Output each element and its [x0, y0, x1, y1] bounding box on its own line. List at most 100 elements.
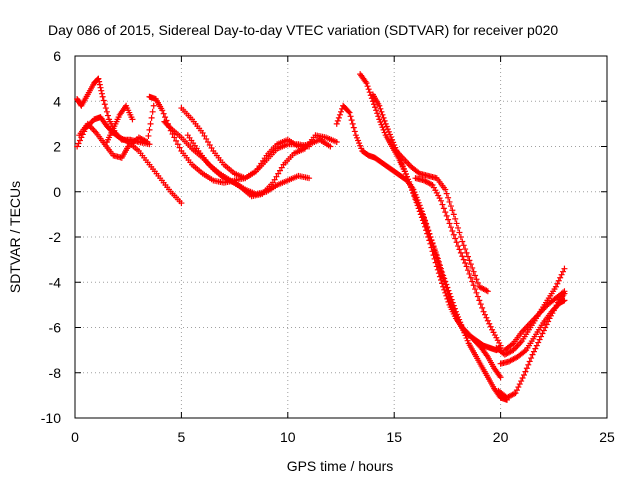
data-point-interp: [530, 348, 537, 355]
data-point-interp: [474, 280, 481, 287]
data-point-interp: [103, 108, 110, 115]
data-point-interp: [467, 274, 474, 281]
data-point: [376, 116, 383, 123]
data-point-interp: [425, 227, 432, 234]
data-point-interp: [402, 171, 409, 178]
data-point-interp: [419, 213, 426, 220]
series-13: [412, 175, 504, 349]
data-point-interp: [146, 126, 153, 133]
data-point: [446, 290, 453, 297]
data-point: [433, 252, 440, 259]
data-point-interp: [379, 111, 386, 118]
data-point-interp: [416, 205, 423, 212]
series-2: [74, 75, 153, 148]
data-point-interp: [278, 164, 285, 171]
y-tick-label: -10: [41, 410, 61, 426]
data-point: [438, 197, 445, 204]
data-point-interp: [460, 242, 467, 249]
data-point-interp: [453, 311, 460, 318]
data-point-interp: [443, 281, 450, 288]
data-point: [327, 143, 334, 150]
data-point-interp: [375, 113, 382, 120]
data-point-interp: [474, 293, 481, 300]
data-point: [561, 265, 568, 272]
y-tick-label: -2: [49, 229, 62, 245]
data-point-interp: [536, 336, 543, 343]
data-point-interp: [373, 107, 380, 114]
data-point-interp: [413, 197, 420, 204]
data-point-interp: [462, 332, 469, 339]
data-point-interp: [438, 276, 445, 283]
data-point-interp: [426, 230, 433, 237]
data-point-interp: [380, 126, 387, 133]
data-point-interp: [388, 134, 395, 141]
x-tick-label: 20: [493, 429, 509, 445]
data-point: [199, 129, 206, 136]
data-point-interp: [483, 314, 490, 321]
data-point-interp: [439, 269, 446, 276]
data-point-interp: [206, 141, 213, 148]
data-point-interp: [271, 176, 278, 183]
data-point-interp: [464, 253, 471, 260]
data-point: [178, 200, 185, 207]
data-point-interp: [350, 124, 357, 131]
data-point-interp: [415, 202, 422, 209]
data-point-interp: [173, 137, 180, 144]
data-point-interp: [462, 246, 469, 253]
data-point-interp: [450, 302, 457, 309]
data-point-interp: [434, 266, 441, 273]
data-point-interp: [338, 108, 344, 115]
data-point-interp: [76, 137, 83, 144]
data-point-interp: [429, 240, 436, 247]
data-point-interp: [403, 173, 410, 180]
series-15: [495, 290, 568, 401]
data-point-interp: [405, 176, 412, 183]
data-point-interp: [385, 128, 392, 135]
data-point-interp: [422, 218, 429, 225]
data-point-interp: [457, 249, 464, 256]
data-point-interp: [386, 131, 393, 138]
data-point-interp: [447, 203, 454, 210]
data-point: [472, 286, 479, 293]
x-tick-label: 25: [599, 429, 615, 445]
data-point-interp: [96, 81, 103, 88]
data-point: [333, 120, 340, 127]
data-point: [363, 80, 370, 87]
data-point: [561, 288, 568, 295]
series-4: [103, 102, 136, 145]
data-point: [382, 120, 389, 127]
data-point-interp: [466, 270, 473, 277]
data-point: [420, 215, 427, 222]
y-tick-label: 2: [53, 139, 61, 155]
data-point-interp: [345, 108, 352, 115]
y-tick-label: -4: [49, 274, 62, 290]
chart-title: Day 086 of 2015, Sidereal Day-to-day VTE…: [48, 22, 558, 38]
data-point-interp: [555, 277, 562, 284]
data-point-interp: [434, 255, 441, 262]
data-point-interp: [203, 135, 210, 142]
data-point-interp: [464, 267, 471, 274]
data-point-interp: [384, 126, 391, 133]
data-point-interp: [411, 192, 418, 199]
data-point-interp: [356, 140, 363, 147]
data-point: [99, 93, 106, 100]
data-point-interp: [539, 330, 546, 337]
data-point: [433, 263, 440, 270]
grid: [75, 56, 607, 418]
data-point-interp: [430, 243, 437, 250]
data-point-interp: [417, 207, 424, 214]
data-point-interp: [102, 105, 109, 112]
data-point-interp: [348, 117, 355, 124]
data-point-interp: [407, 181, 414, 188]
data-point-interp: [535, 339, 542, 346]
data-point-interp: [166, 124, 173, 131]
data-point: [74, 143, 81, 150]
data-point: [159, 107, 166, 114]
series-10: [357, 71, 504, 381]
data-point-interp: [145, 132, 152, 139]
data-point-interp: [479, 304, 486, 311]
data-point-interp: [473, 276, 480, 283]
data-point-interp: [463, 335, 470, 342]
data-point-interp: [334, 117, 341, 124]
